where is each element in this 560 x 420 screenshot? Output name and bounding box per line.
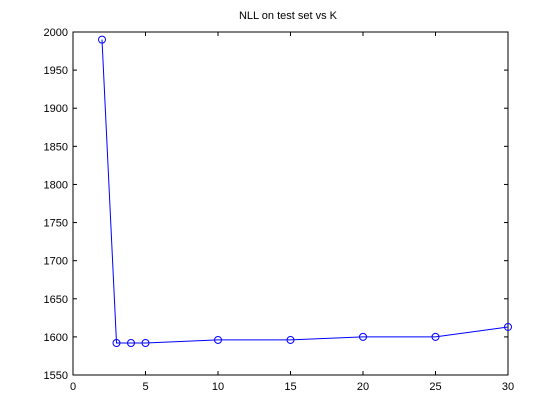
- y-tick-label: 1700: [44, 256, 68, 268]
- y-tick-label: 1950: [44, 65, 68, 77]
- data-point: [141, 338, 150, 347]
- chart-title: NLL on test set vs K: [239, 10, 338, 22]
- data-point: [431, 332, 440, 341]
- x-axis: 0 5 10 15 20 25 30: [70, 32, 514, 393]
- y-tick-label: 1750: [44, 218, 68, 230]
- x-tick-label: 10: [212, 381, 224, 393]
- y-tick-label: 1800: [44, 179, 68, 191]
- y-tick-label: 1900: [44, 103, 68, 115]
- data-point: [286, 335, 295, 344]
- data-point: [112, 338, 121, 347]
- y-tick-label: 2000: [44, 27, 68, 39]
- y-tick-label: 1600: [44, 332, 68, 344]
- x-tick-label: 5: [142, 381, 148, 393]
- data-point: [214, 335, 222, 344]
- y-axis: 1550 1600 1650 1700 1750 1800 1850 1900 1950 2000: [44, 27, 508, 382]
- data-point: [504, 322, 512, 331]
- x-tick-label: 15: [284, 381, 296, 393]
- x-tick-label: 30: [502, 381, 514, 393]
- series-group: [98, 35, 512, 347]
- x-tick-label: 20: [357, 381, 369, 393]
- y-tick-label: 1650: [44, 294, 68, 306]
- data-point: [127, 338, 135, 347]
- x-tick-label: 0: [70, 381, 76, 393]
- y-tick-label: 1550: [44, 370, 68, 382]
- series-line: [101, 39, 509, 344]
- plot-area: [72, 31, 509, 376]
- data-point: [359, 332, 367, 341]
- data-point: [98, 35, 106, 44]
- y-tick-label: 1850: [44, 141, 68, 153]
- x-tick-label: 25: [429, 381, 441, 393]
